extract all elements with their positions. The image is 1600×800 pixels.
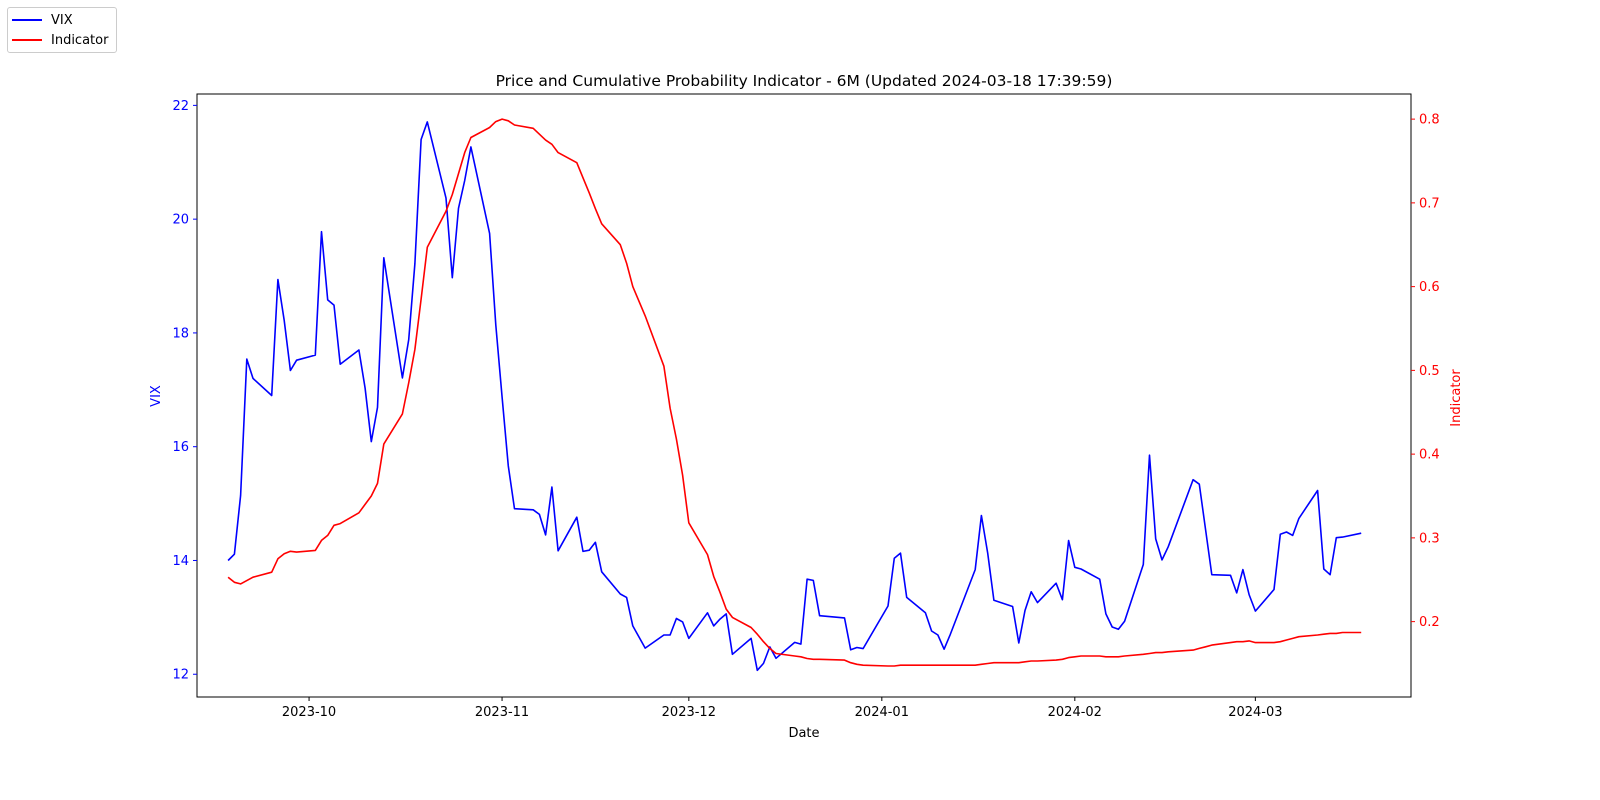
chart-title: Price and Cumulative Probability Indicat… (496, 72, 1113, 90)
y-axis-left: 12 14 16 18 20 22 (172, 99, 197, 683)
y-axis-right: 0.2 0.3 0.4 0.5 0.6 0.7 0.8 (1411, 113, 1440, 630)
y-right-tick-label: 0.4 (1419, 448, 1440, 463)
x-axis: 2023-10 2023-11 2023-12 2024-01 2024-02 2024-… (282, 697, 1283, 720)
series-line-vix (227, 121, 1362, 672)
legend-swatch-indicator (12, 39, 42, 41)
x-tick-label: 2023-10 (282, 705, 336, 720)
x-tick-label: 2024-02 (1048, 705, 1102, 720)
x-tick-label: 2024-01 (855, 705, 909, 720)
series-line-indicator (227, 118, 1362, 667)
legend-item-indicator: Indicator (12, 31, 108, 49)
y-axis-right-label: Indicator (1449, 369, 1464, 427)
legend-label-vix: VIX (51, 12, 73, 28)
legend-item-vix: VIX (12, 11, 73, 29)
y-left-tick-label: 22 (172, 99, 189, 114)
y-right-tick-label: 0.3 (1419, 531, 1440, 546)
y-right-tick-label: 0.2 (1419, 615, 1440, 630)
plot-area-frame (196, 93, 1412, 698)
y-left-tick-label: 16 (172, 440, 189, 455)
x-axis-label: Date (788, 726, 819, 741)
series-layer (227, 118, 1362, 672)
y-right-tick-label: 0.7 (1419, 196, 1440, 211)
y-left-tick-label: 12 (172, 668, 189, 683)
y-right-tick-label: 0.5 (1419, 364, 1440, 379)
y-left-tick-label: 14 (172, 554, 189, 569)
chart-legend: VIX Indicator (7, 7, 117, 53)
x-tick-label: 2024-03 (1228, 705, 1282, 720)
y-left-tick-label: 18 (172, 326, 189, 341)
y-left-tick-label: 20 (172, 213, 189, 228)
y-right-tick-label: 0.8 (1419, 113, 1440, 128)
x-tick-label: 2023-11 (475, 705, 529, 720)
y-right-tick-label: 0.6 (1419, 280, 1440, 295)
y-axis-left-label: VIX (149, 385, 164, 407)
legend-label-indicator: Indicator (51, 32, 109, 48)
legend-swatch-vix (12, 19, 42, 21)
x-tick-label: 2023-12 (662, 705, 716, 720)
